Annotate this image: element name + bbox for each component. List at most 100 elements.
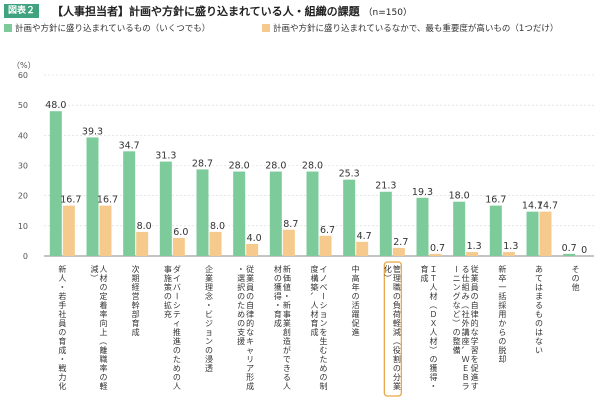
category-label-glyph: 促 [471, 363, 479, 373]
category-label-glyph: 営 [132, 291, 140, 301]
category-label-glyph: ） [90, 274, 99, 282]
category-label-glyph: 人 [173, 382, 181, 391]
category-label: その他 [572, 265, 580, 292]
data-label: 4.7 [357, 231, 372, 242]
category-label-glyph: 、 [310, 292, 319, 300]
data-label: 0.7 [430, 243, 445, 254]
bar-orange [429, 253, 442, 256]
category-label-glyph: 率 [100, 363, 108, 373]
category-label-glyph: 成 [311, 327, 319, 337]
category-label-glyph: 進 [352, 328, 360, 337]
category-label-glyph: 組 [462, 282, 470, 292]
category-label-glyph: 従 [246, 264, 254, 274]
legend-swatch-green [4, 24, 12, 32]
category-label-glyph: 材 [274, 264, 282, 274]
category-label-glyph: 材 [100, 273, 108, 283]
category-label-glyph: 事 [283, 309, 291, 319]
category-label-glyph: 成 [58, 345, 66, 355]
category-label-glyph: 人 [58, 274, 66, 283]
category-label-glyph: 制 [320, 381, 328, 391]
category-label-glyph: Ｔ [430, 274, 438, 283]
bar-orange [319, 235, 332, 256]
category-label-glyph: も [535, 310, 543, 319]
category-label-glyph: 、 [461, 346, 470, 354]
category-label-glyph: 却 [498, 354, 506, 364]
category-label-glyph: 得 [430, 372, 438, 382]
bar-layer [49, 111, 576, 256]
category-label-glyph: る [462, 265, 470, 274]
category-label-glyph: バ [173, 283, 181, 292]
category-label-glyph: の [246, 292, 254, 301]
category-label-glyph: 部 [132, 309, 140, 319]
category-label-glyph: の [498, 337, 506, 346]
data-label: 28.7 [192, 158, 213, 169]
category-label-glyph: 職 [393, 283, 401, 292]
category-label-glyph: 進 [471, 373, 479, 382]
category-label-glyph: 的 [246, 318, 254, 328]
data-label: 48.0 [45, 100, 66, 111]
category-label-glyph: 着 [100, 300, 108, 310]
category-label-glyph: ビ [205, 310, 213, 319]
category-label-glyph: の [352, 292, 360, 301]
category-label-glyph: 企 [205, 264, 213, 274]
category-label-glyph: 備 [453, 345, 461, 355]
bar-green [159, 161, 172, 256]
category-label-glyph: 選 [237, 273, 245, 283]
category-label-glyph: す [471, 382, 479, 391]
category-label-glyph: き [283, 364, 291, 373]
category-label-glyph: ー [319, 292, 328, 300]
category-label-glyph: そ [572, 265, 580, 274]
category-label-glyph: 戦 [58, 363, 66, 373]
category-label-glyph: 度 [311, 264, 319, 274]
bar-green [563, 253, 576, 256]
category-label-glyph: の [471, 292, 479, 301]
bar-orange [209, 231, 222, 256]
category-label-glyph: 社 [462, 309, 470, 319]
category-label-glyph: 支 [237, 327, 245, 337]
category-label-glyph: 理 [393, 274, 401, 283]
category-label-glyph: 分 [393, 373, 401, 382]
category-label-glyph: ・ [282, 292, 291, 300]
category-label-glyph: 負 [393, 300, 401, 310]
category-label-glyph: 脱 [498, 345, 506, 355]
category-label-glyph: 成 [421, 273, 429, 283]
category-label-glyph: 率 [100, 309, 108, 319]
y-tick-label: 20 [18, 192, 28, 201]
category-label-glyph: 生 [320, 336, 328, 346]
category-label-glyph: の [320, 373, 328, 382]
category-label-glyph: の [453, 328, 461, 337]
category-label-glyph: 事 [164, 264, 172, 274]
category-label-glyph: 推 [173, 327, 181, 337]
category-label-glyph: 択 [237, 282, 245, 292]
category-label-glyph: 中 [352, 264, 360, 274]
category-label-glyph: 向 [100, 318, 108, 328]
bar-green [49, 111, 62, 256]
category-label-glyph: 外 [462, 318, 470, 328]
category-label-glyph: 業 [393, 381, 401, 391]
bar-orange [539, 211, 552, 256]
category-label-glyph: て [535, 274, 543, 283]
category-label-glyph: 活 [352, 300, 360, 310]
category-label-glyph: 律 [471, 309, 479, 319]
category-label-glyph: 管 [393, 264, 401, 274]
category-label-glyph: ニ [453, 274, 461, 283]
category-label-glyph: ） [429, 346, 438, 354]
label-layer: 48.016.7新人・若手社員の育成・戦力化39.316.7人材の定着率向上（離… [45, 100, 587, 397]
category-label-glyph: ） [452, 319, 461, 327]
y-axis-unit-label: （%） [12, 61, 36, 70]
category-label-glyph: Ｘ [430, 319, 438, 328]
category-label-glyph: の [237, 292, 245, 301]
category-label-glyph: 新 [498, 264, 506, 274]
category-label-glyph: ラ [462, 382, 470, 391]
category-label-glyph: 理 [205, 283, 213, 292]
data-label: 8.7 [283, 219, 298, 230]
data-label: 21.3 [375, 181, 396, 192]
category-label-glyph: 次 [132, 264, 140, 274]
category-label-glyph: で [283, 355, 291, 364]
bar-green [379, 191, 392, 256]
